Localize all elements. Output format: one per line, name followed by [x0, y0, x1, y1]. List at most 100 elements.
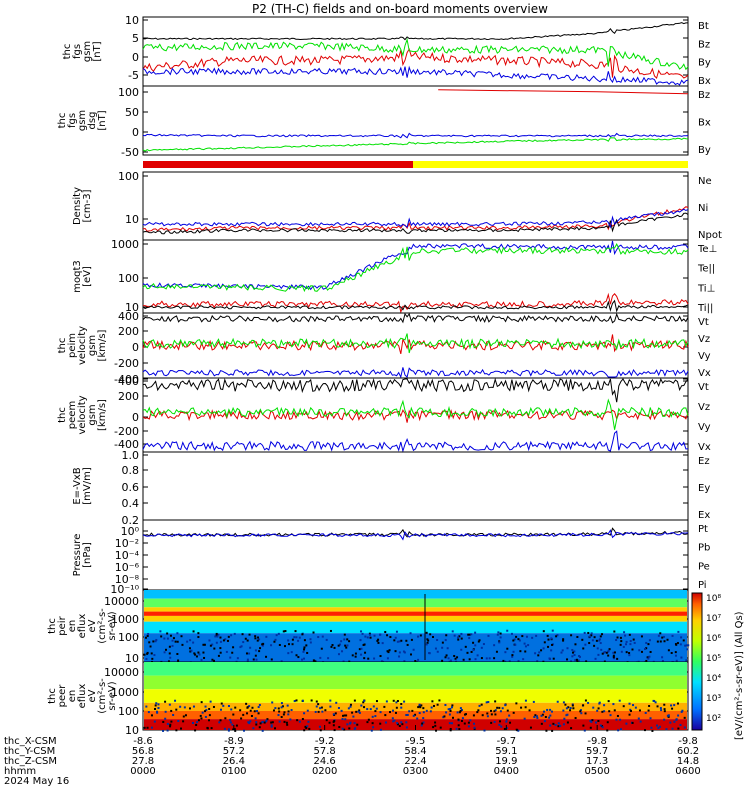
spectro-speck	[400, 721, 403, 724]
spectro-speck	[222, 704, 225, 707]
ytick-label: -400	[114, 438, 139, 451]
spectro-speck	[283, 711, 286, 714]
spectro-speck	[398, 640, 401, 643]
series-By	[142, 137, 689, 152]
ylabel-line: sr-eV)	[107, 611, 118, 640]
spectro-speck	[231, 723, 234, 726]
spectro-speck	[230, 634, 233, 637]
spectro-speck	[591, 719, 594, 722]
spectro-speck	[447, 708, 450, 711]
spectro-speck	[270, 724, 273, 727]
ylabel-line: sr-eV)	[107, 681, 118, 710]
spectro-speck	[517, 729, 520, 732]
spectro-speck	[287, 652, 290, 655]
spectro-speck	[494, 713, 497, 716]
spectro-speck	[312, 631, 315, 634]
spectro-speck	[146, 652, 149, 655]
spectro-speck	[660, 709, 663, 712]
spectro-speck	[274, 707, 277, 710]
spectro-speck	[347, 707, 350, 710]
spectro-speck	[421, 722, 424, 725]
spectro-speck	[500, 725, 503, 728]
legend-Vy: Vy	[698, 422, 711, 433]
colorbar-tick: 10⁶	[706, 634, 721, 644]
spectro-speck	[252, 658, 255, 661]
spectro-speck	[468, 658, 471, 661]
spectro-speck	[454, 657, 457, 660]
ylabel-line: E=-VxB	[72, 467, 83, 504]
spectro-speck	[511, 655, 514, 658]
spectro-speck	[651, 729, 654, 732]
spectro-speck	[346, 638, 349, 641]
spectro-speck	[419, 706, 422, 709]
spectro-speck	[164, 717, 167, 720]
spectro-speck	[163, 637, 166, 640]
ytick-label: -5	[128, 69, 139, 82]
colorbar	[691, 592, 703, 731]
spectro-speck	[349, 705, 352, 708]
spectro-speck	[314, 710, 317, 713]
spectro-speck	[248, 722, 251, 725]
spectro-speck	[587, 701, 590, 704]
spectro-speck	[607, 649, 610, 652]
spectro-speck	[494, 709, 497, 712]
spectro-speck	[304, 725, 307, 728]
spectro-speck	[557, 722, 560, 725]
spectro-speck	[229, 721, 232, 724]
spectro-speck	[169, 723, 172, 726]
spectro-speck	[398, 651, 401, 654]
spectro-speck	[486, 712, 489, 715]
spectro-speck	[387, 651, 390, 654]
spectro-speck	[685, 644, 688, 647]
spectro-speck	[640, 650, 643, 653]
series-Ti||	[142, 243, 689, 293]
spectro-speck	[546, 708, 549, 711]
spectro-speck	[619, 728, 622, 731]
spectro-speck	[562, 723, 565, 726]
spectro-speck	[372, 705, 375, 708]
spectro-speck	[458, 635, 461, 638]
spectro-speck	[359, 639, 362, 642]
panel-ylabel: thc peer en eflux eV (cm²-s-sr-eV)	[47, 678, 118, 714]
ylabel-line: peer	[57, 684, 68, 708]
spectro-speck	[147, 632, 150, 635]
ytick-label: 10⁻¹⁰	[110, 583, 139, 596]
panel-ylabel: thc peir en eflux eV (cm²-s-sr-eV)	[47, 608, 118, 644]
spectro-speck	[162, 729, 165, 732]
spectro-band	[144, 633, 687, 662]
spectro-speck	[436, 650, 439, 653]
legend-Ti||: Ti||	[697, 303, 713, 314]
spectro-speck	[169, 656, 172, 659]
spectro-speck	[450, 722, 453, 725]
spectro-speck	[527, 644, 530, 647]
spectro-speck	[538, 651, 541, 654]
spectro-speck	[392, 699, 395, 702]
spectro-speck	[643, 729, 646, 732]
spectro-speck	[485, 657, 488, 660]
spectro-speck	[303, 729, 306, 732]
ylabel-line: thc	[57, 113, 68, 129]
spectro-speck	[348, 640, 351, 643]
spectro-speck	[358, 648, 361, 651]
spectro-speck	[612, 657, 615, 660]
legend-Bz: Bz	[698, 90, 710, 101]
spectro-speck	[498, 720, 501, 723]
spectro-speck	[229, 718, 232, 721]
legend-Bt: Bt	[698, 21, 709, 32]
spectro-speck	[394, 636, 397, 639]
ylabel-line: peir	[57, 615, 68, 635]
colorbar-tick: 10⁸	[706, 594, 721, 604]
ylabel-line: moqt3	[72, 260, 83, 293]
series-Vt	[142, 312, 689, 324]
spectro-speck	[363, 657, 366, 660]
spectro-speck	[333, 646, 336, 649]
spectro-speck	[515, 728, 518, 731]
spectro-speck	[576, 635, 579, 638]
spectro-speck	[168, 703, 171, 706]
spectro-speck	[434, 647, 437, 650]
spectro-speck	[405, 721, 408, 724]
spectro-speck	[566, 647, 569, 650]
panel-2: 100 50 0 -50 thc fgs gsm dsg [nT] Bz Bx By	[57, 85, 711, 159]
spectro-speck	[315, 700, 318, 703]
spectro-speck	[517, 638, 520, 641]
